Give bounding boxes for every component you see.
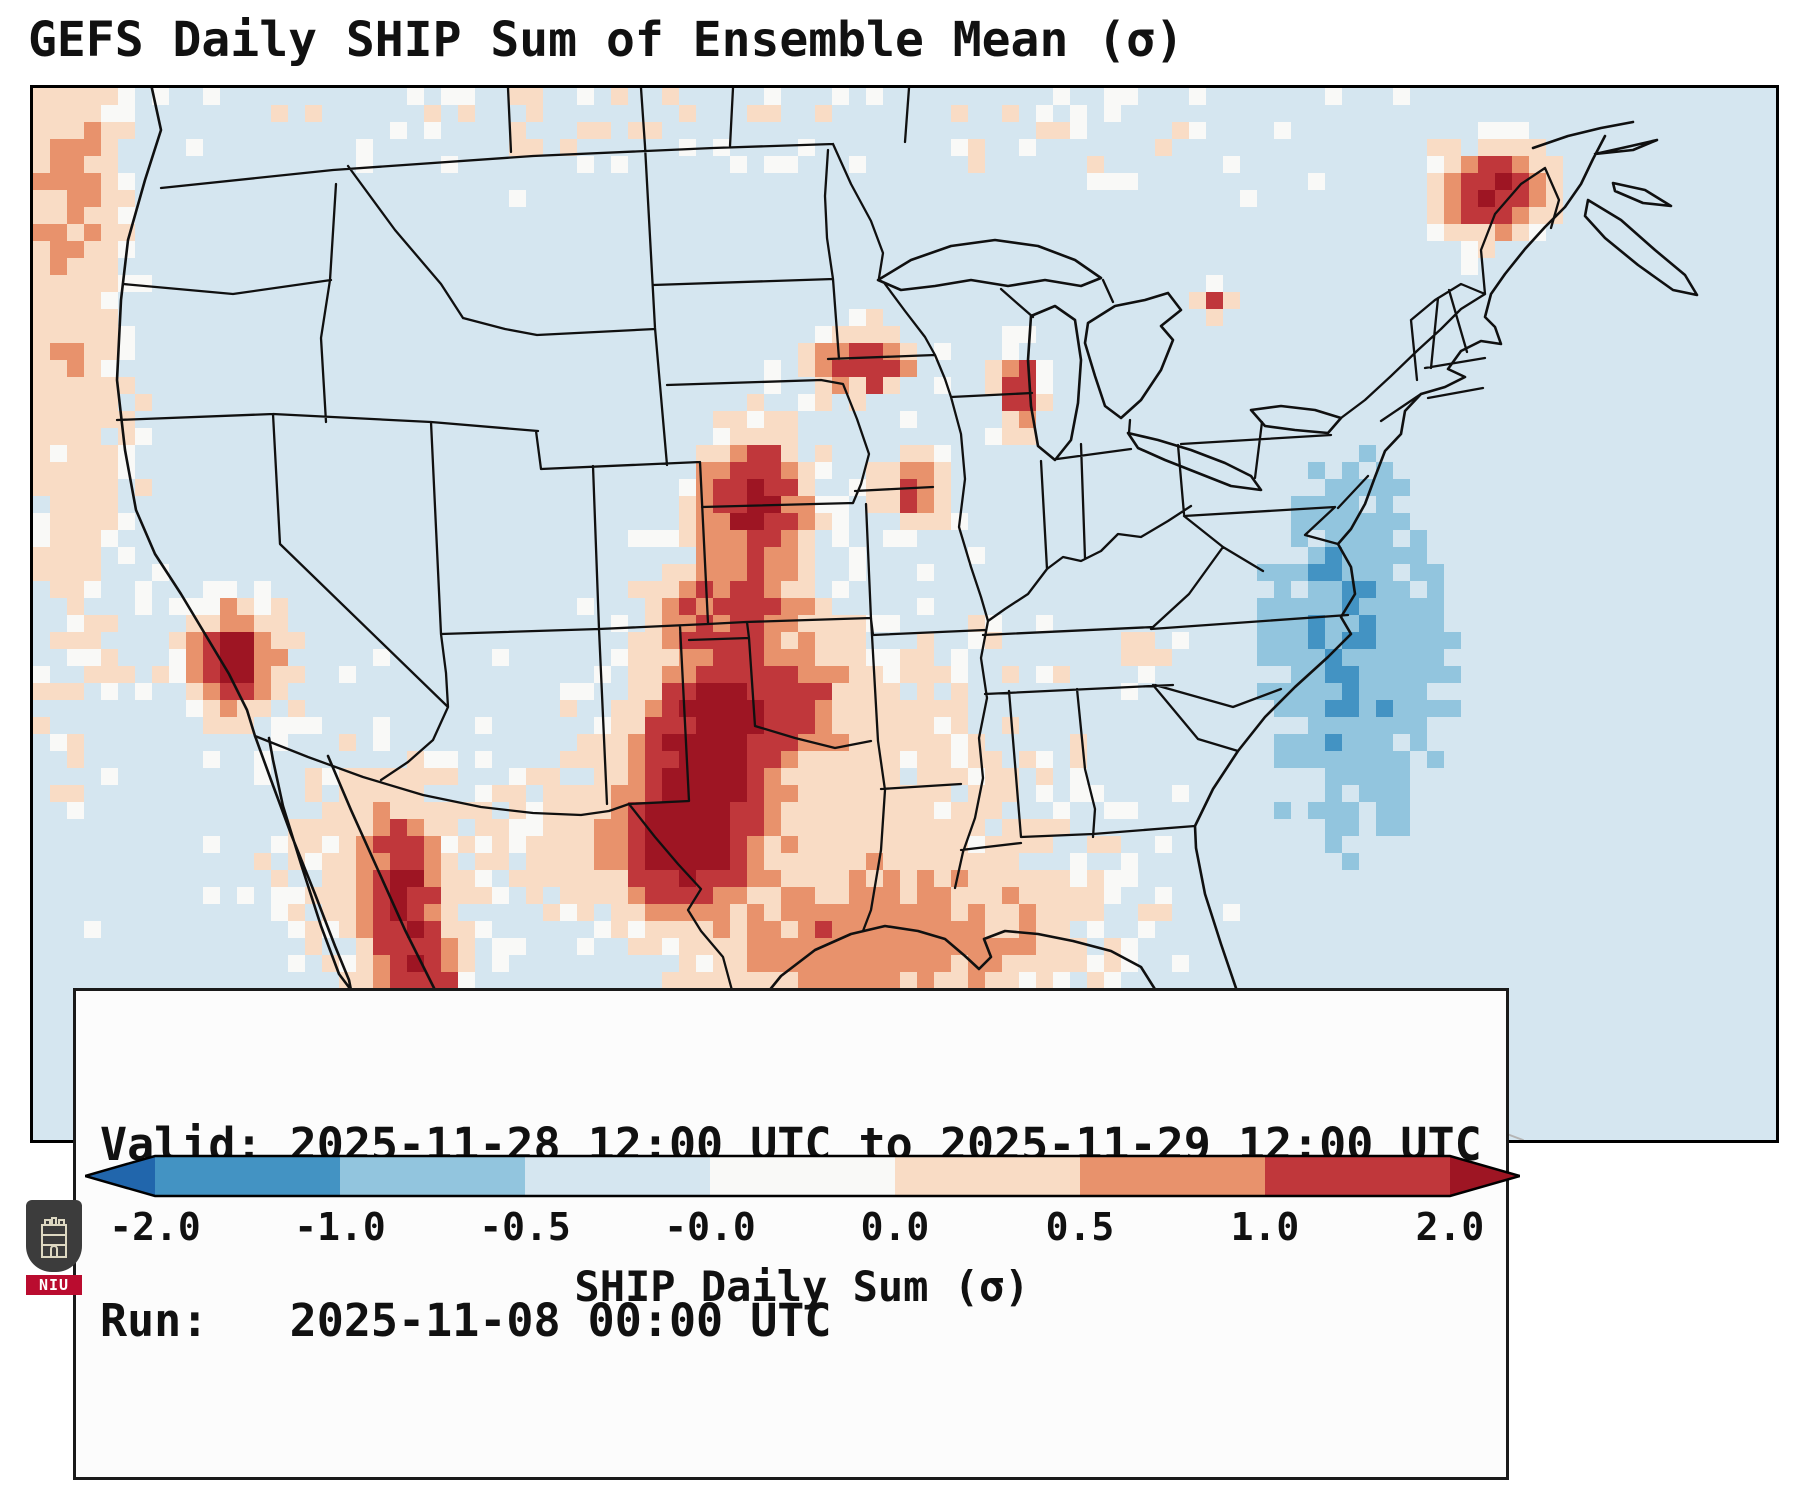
validity-info-box: Valid: 2025-11-28 12:00 UTC to 2025-11-2… bbox=[73, 988, 1509, 1480]
colorbar-label: SHIP Daily Sum (σ) bbox=[574, 1262, 1030, 1311]
great-lakes-path bbox=[876, 238, 1343, 492]
castle-icon bbox=[41, 1217, 67, 1258]
heatmap-layer bbox=[33, 88, 1776, 1140]
colorbar-tick: 2.0 bbox=[1415, 1205, 1485, 1249]
colorbar-tick: 1.0 bbox=[1230, 1205, 1300, 1249]
weather-map: Valid: 2025-11-28 12:00 UTC to 2025-11-2… bbox=[30, 85, 1779, 1480]
colorbar-canvas bbox=[85, 1154, 1520, 1198]
colorbar-tick: -2.0 bbox=[109, 1205, 201, 1249]
state-borders-path bbox=[115, 88, 1561, 1038]
niu-logo: NIU bbox=[26, 1200, 82, 1298]
colorbar-tick: -1.0 bbox=[294, 1205, 386, 1249]
colorbar-tick: 0.5 bbox=[1045, 1205, 1115, 1249]
page-title: GEFS Daily SHIP Sum of Ensemble Mean (σ) bbox=[28, 12, 1184, 68]
niu-logo-text: NIU bbox=[26, 1275, 82, 1295]
colorbar-tick: -0.5 bbox=[479, 1205, 571, 1249]
colorbar: -2.0 -1.0 -0.5 -0.0 0.0 0.5 1.0 2.0 bbox=[85, 1153, 1520, 1273]
colorbar-tick: -0.0 bbox=[664, 1205, 756, 1249]
niu-shield-icon bbox=[26, 1200, 82, 1272]
map-canvas bbox=[33, 88, 1776, 1140]
colorbar-tick: 0.0 bbox=[860, 1205, 930, 1249]
run-time-text: Run: 2025-11-08 00:00 UTC bbox=[100, 1293, 832, 1347]
